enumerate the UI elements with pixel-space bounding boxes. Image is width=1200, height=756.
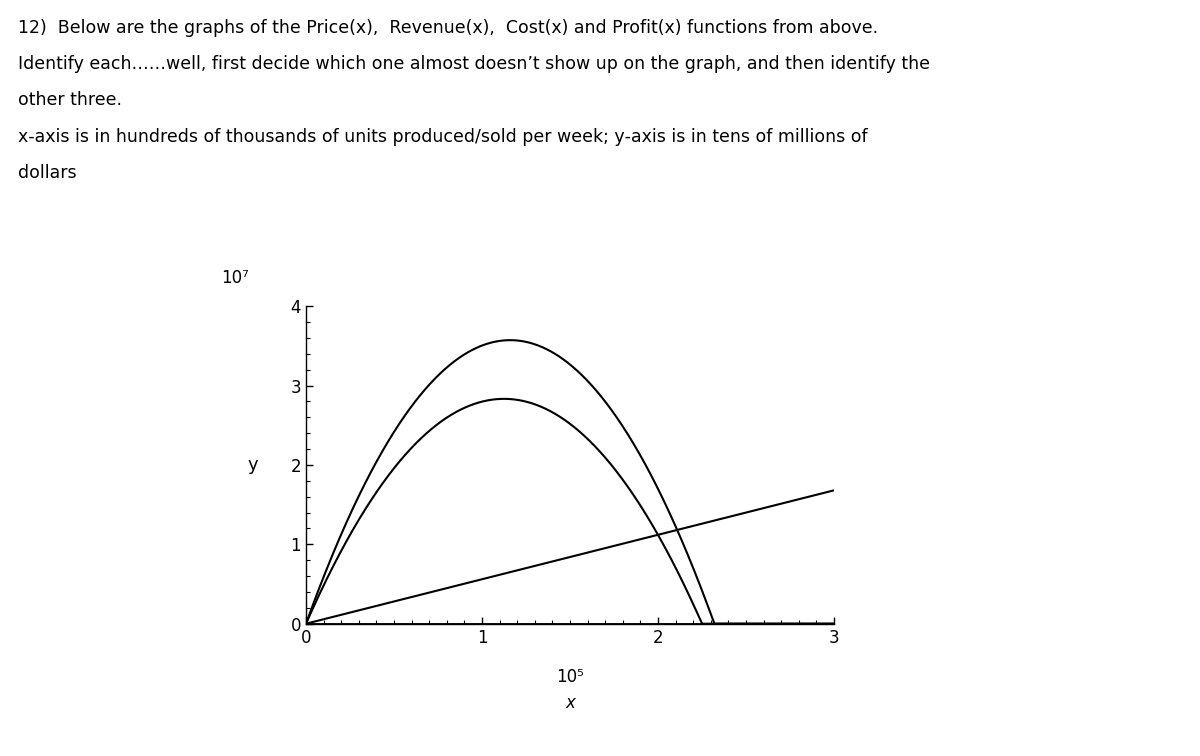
Text: 10⁷: 10⁷: [222, 269, 250, 287]
Text: Identify each……well, first decide which one almost doesn’t show up on the graph,: Identify each……well, first decide which …: [18, 55, 930, 73]
Text: x: x: [565, 693, 575, 711]
Text: other three.: other three.: [18, 91, 122, 110]
Y-axis label: y: y: [248, 457, 258, 475]
Text: 12)  Below are the graphs of the Price(​x​),  Revenue(​x​),  Cost(​x​) and Profi: 12) Below are the graphs of the Price(​x…: [18, 19, 878, 37]
Text: dollars: dollars: [18, 164, 77, 182]
Text: 10⁵: 10⁵: [556, 668, 584, 686]
Text: ​x​-axis is in hundreds of thousands of units produced/sold per week; ​y​-axis i: ​x​-axis is in hundreds of thousands of …: [18, 128, 868, 146]
